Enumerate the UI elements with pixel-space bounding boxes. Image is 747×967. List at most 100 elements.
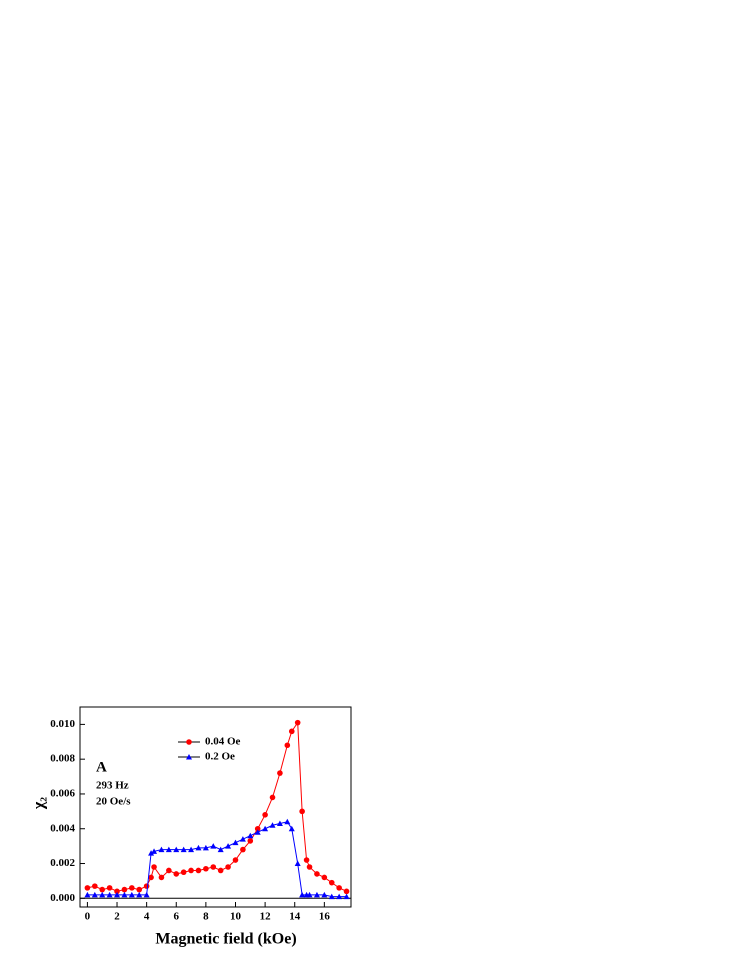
data-point <box>92 883 98 889</box>
data-point <box>262 825 269 832</box>
y-tick-label: 0.010 <box>50 718 75 730</box>
data-point <box>106 885 113 891</box>
data-point <box>84 885 91 891</box>
y-tick-label: 0.006 <box>50 787 75 799</box>
x-tick-label: 4 <box>144 911 150 923</box>
data-point <box>148 874 154 881</box>
data-point <box>158 874 165 881</box>
data-point <box>262 812 268 818</box>
data-point <box>343 893 350 900</box>
data-point <box>173 846 180 853</box>
data-point <box>232 857 239 863</box>
y-axis-label: χ₂ <box>31 797 48 810</box>
annotation: 20 Oe/s <box>96 796 131 808</box>
data-point <box>232 839 239 846</box>
data-point <box>336 885 342 891</box>
data-point <box>202 844 209 851</box>
data-point <box>91 891 98 898</box>
data-point <box>188 846 195 853</box>
data-point <box>188 867 194 874</box>
data-point <box>303 857 310 863</box>
data-point <box>114 891 121 898</box>
data-point <box>195 844 202 851</box>
data-point <box>225 864 231 870</box>
data-point <box>225 843 232 849</box>
data-point <box>254 829 261 835</box>
data-point <box>269 822 276 828</box>
data-point <box>180 869 187 876</box>
data-point <box>99 891 106 898</box>
x-tick-label: 14 <box>289 911 301 923</box>
data-point <box>148 850 155 856</box>
data-point <box>294 860 301 867</box>
x-tick-label: 12 <box>260 911 272 923</box>
data-point <box>284 818 291 825</box>
data-point <box>128 891 135 898</box>
data-point <box>288 825 295 832</box>
data-point <box>129 885 135 891</box>
x-tick-label: 6 <box>174 911 180 923</box>
data-point <box>166 867 172 874</box>
data-point <box>106 891 113 898</box>
data-point <box>343 888 350 895</box>
plot-frame <box>79 706 352 908</box>
data-point <box>173 871 180 877</box>
y-tick-label: 0.008 <box>50 753 75 765</box>
data-point <box>210 864 217 870</box>
data-point <box>314 871 320 877</box>
data-point <box>121 891 128 898</box>
data-point <box>284 742 291 749</box>
data-point <box>210 843 217 849</box>
data-point <box>240 846 246 853</box>
data-point <box>277 770 283 776</box>
data-point <box>321 874 328 881</box>
data-point <box>299 891 306 898</box>
x-tick-label: 10 <box>230 911 242 923</box>
data-point <box>276 820 283 827</box>
legend-marker <box>186 754 192 760</box>
data-point <box>114 888 120 895</box>
data-point <box>151 864 157 870</box>
data-point <box>336 893 343 900</box>
data-point <box>136 891 143 898</box>
x-tick-label: 0 <box>85 911 91 923</box>
data-point <box>217 867 224 874</box>
data-point <box>84 891 91 898</box>
data-point <box>306 864 313 870</box>
panel-label: A <box>96 759 107 775</box>
legend-label: 0.04 Oe <box>205 736 241 748</box>
data-point <box>195 867 202 874</box>
x-tick-label: 16 <box>319 911 331 923</box>
data-point <box>151 848 158 854</box>
data-point <box>294 719 301 726</box>
data-point <box>313 891 320 898</box>
y-tick-label: 0.004 <box>50 822 75 834</box>
data-point <box>165 846 172 853</box>
data-point <box>143 891 150 898</box>
data-point <box>203 865 209 872</box>
data-point <box>180 846 187 853</box>
data-point <box>136 886 143 893</box>
data-point <box>288 728 295 735</box>
data-point <box>121 886 128 893</box>
data-point <box>143 883 150 889</box>
legend-label: 0.2 Oe <box>205 751 235 763</box>
y-tick-label: 0.002 <box>50 857 75 869</box>
data-point <box>328 879 335 886</box>
legend-marker <box>186 739 192 745</box>
data-point <box>269 794 276 801</box>
data-point <box>158 846 165 853</box>
data-point <box>247 838 254 844</box>
x-tick-label: 8 <box>203 911 209 923</box>
data-point <box>217 846 224 853</box>
data-point <box>247 832 254 839</box>
data-point <box>239 836 246 842</box>
data-point <box>328 893 335 900</box>
data-point <box>306 891 313 898</box>
data-point <box>254 825 261 832</box>
data-point <box>321 891 328 898</box>
x-tick-label: 2 <box>114 911 120 923</box>
annotation: 293 Hz <box>96 780 129 792</box>
x-axis-label: Magnetic field (kOe) <box>155 931 296 948</box>
